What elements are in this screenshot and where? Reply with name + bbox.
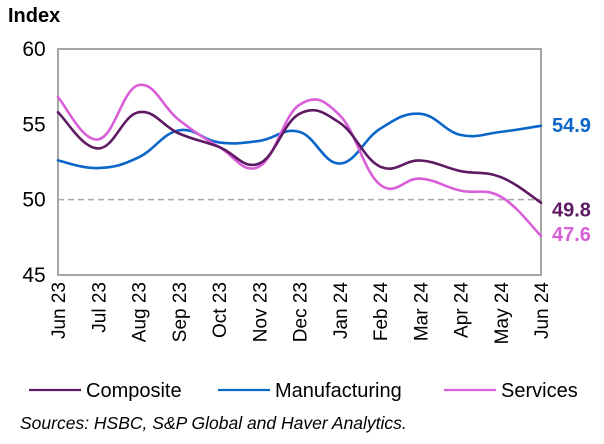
y-tick-label: 55 <box>22 113 45 136</box>
end-labels: 49.8 54.9 47.6 <box>552 115 591 246</box>
x-axis-ticks: Jun 23 Jul 23 Aug 23 Sep 23 Oct 23 Nov 23 Dec … <box>49 282 553 345</box>
y-tick-label: 45 <box>22 264 45 287</box>
legend-label-composite: Composite <box>86 380 182 402</box>
series-line-services <box>56 83 543 238</box>
x-tick-label: Jul 23 <box>89 282 110 333</box>
x-tick-label: Nov 23 <box>250 282 271 342</box>
x-tick-label: Jun 23 <box>49 282 70 339</box>
x-tick-label: Dec 23 <box>291 282 312 342</box>
end-label-services: 47.6 <box>552 224 591 246</box>
source-note: Sources: HSBC, S&P Global and Haver Anal… <box>20 413 407 433</box>
y-axis-ticks: 45 50 55 60 <box>22 38 45 287</box>
series-line-composite <box>56 108 543 204</box>
x-tick-label: Aug 23 <box>130 282 151 342</box>
legend-label-services: Services <box>501 380 578 402</box>
x-tick-label: Jan 24 <box>331 282 352 339</box>
x-tick-label: Mar 24 <box>411 282 432 342</box>
legend: Composite Manufacturing Services <box>29 380 578 402</box>
series-lines <box>56 83 543 238</box>
x-tick-label: Feb 24 <box>371 282 392 342</box>
end-label-manufacturing: 54.9 <box>552 115 591 137</box>
end-label-composite: 49.8 <box>552 200 591 222</box>
x-tick-label: Oct 23 <box>210 282 231 338</box>
x-tick-label: May 24 <box>492 282 513 345</box>
y-axis-unit-label: Index <box>8 5 60 27</box>
plot-frame <box>57 48 542 276</box>
series-line-manufacturing <box>56 112 543 170</box>
legend-label-manufacturing: Manufacturing <box>275 380 402 402</box>
y-tick-label: 60 <box>22 38 45 61</box>
x-tick-label: Sep 23 <box>170 282 191 342</box>
y-tick-label: 50 <box>22 189 45 212</box>
x-tick-label: Jun 24 <box>532 282 553 339</box>
x-tick-label: Apr 24 <box>452 282 473 338</box>
